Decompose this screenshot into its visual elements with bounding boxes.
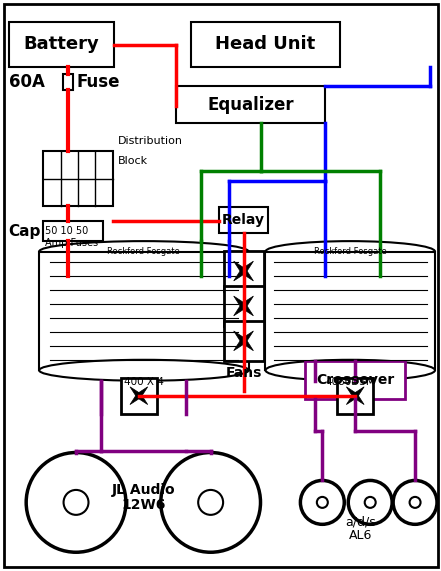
Ellipse shape [265,241,435,262]
Polygon shape [234,296,246,308]
Polygon shape [234,331,246,343]
Polygon shape [241,304,254,316]
Text: Cap: Cap [8,224,40,239]
Polygon shape [241,296,254,308]
Bar [265,252,435,370]
Ellipse shape [39,360,249,381]
Text: Rockford Fosgate: Rockford Fosgate [108,247,180,256]
Text: Fans: Fans [225,366,262,380]
Text: Crossover: Crossover [316,373,394,387]
Bar [43,151,113,206]
Polygon shape [241,269,254,281]
Polygon shape [234,269,246,281]
Polygon shape [353,387,364,397]
Polygon shape [137,394,148,405]
Bar [63,74,73,90]
Polygon shape [234,261,246,273]
Text: 60A: 60A [9,73,45,91]
Polygon shape [346,387,357,397]
Bar [9,22,114,67]
Text: Relay: Relay [222,213,265,227]
Text: Equalizer: Equalizer [207,95,294,114]
Polygon shape [241,339,254,351]
Polygon shape [234,339,246,351]
Bar [219,207,269,233]
Polygon shape [130,387,141,397]
Bar [224,321,264,361]
Text: JL Audio: JL Audio [112,484,176,497]
Text: 4080DSM: 4080DSM [325,377,375,387]
Bar [39,252,249,370]
Bar [224,286,264,326]
Text: Fuse: Fuse [76,73,120,91]
Polygon shape [346,394,357,405]
Text: Distribution: Distribution [118,136,183,146]
Text: 400 X 4: 400 X 4 [124,377,164,387]
Text: Battery: Battery [24,35,100,53]
Bar [337,378,373,413]
Text: a/d/s: a/d/s [345,516,376,529]
Bar [305,361,405,399]
Ellipse shape [39,241,249,262]
Bar [224,251,264,291]
Text: AL6: AL6 [348,529,372,542]
Text: Block: Block [118,156,148,166]
Text: Rockford Fosgate: Rockford Fosgate [314,247,387,256]
Bar [176,86,325,123]
Polygon shape [137,387,148,397]
Text: 12W6: 12W6 [122,498,166,512]
Bar [121,378,157,413]
Text: 50 10 50: 50 10 50 [45,226,88,236]
Polygon shape [241,331,254,343]
Text: Head Unit: Head Unit [215,35,316,53]
Text: Amp Fuses: Amp Fuses [45,238,98,248]
Polygon shape [234,304,246,316]
Polygon shape [353,394,364,405]
Polygon shape [130,394,141,405]
Polygon shape [241,261,254,273]
Ellipse shape [265,360,435,381]
Bar [191,22,340,67]
Bar [43,221,103,241]
